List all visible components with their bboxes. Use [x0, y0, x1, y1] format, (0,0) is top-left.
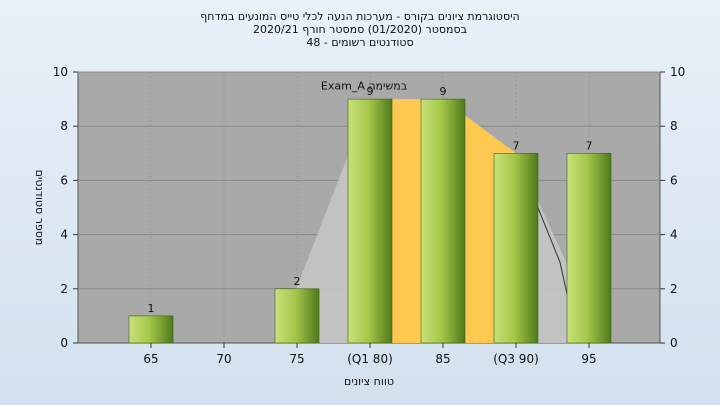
chart-title-line-2: בסמסטר (01/2020) סמסטר חורף 2020/21	[253, 23, 467, 36]
bar-65	[128, 315, 174, 344]
y-tick-label: 2	[670, 282, 678, 296]
bars	[128, 98, 612, 344]
bar-85	[420, 98, 466, 344]
y-tick-label: 10	[670, 65, 685, 79]
chart-title: היסטוגרמת ציונים בקורס - מערכות הנעה לכל…	[0, 10, 720, 49]
exam-annotation: Exam_A במשימה	[321, 80, 407, 93]
y-tick-label: 4	[670, 228, 678, 242]
y-tick-label: 4	[60, 228, 68, 242]
data-label: 9	[367, 85, 374, 98]
x-tick-label: (Q3 90)	[493, 352, 539, 366]
y-tick-label: 8	[670, 119, 678, 133]
y-tick-label: 8	[60, 119, 68, 133]
data-label: 2	[294, 275, 301, 288]
data-label: 7	[513, 139, 520, 152]
data-label: 9	[440, 85, 447, 98]
y-tick-label: 2	[60, 282, 68, 296]
x-tick-label: 70	[216, 352, 231, 366]
data-label: 7	[586, 139, 593, 152]
x-tick-label: 75	[289, 352, 304, 366]
bar-75	[274, 288, 320, 344]
y-tick-label: 0	[60, 336, 68, 350]
data-labels: 1 2 9 9 7 7	[148, 85, 593, 315]
y-tick-label: 6	[60, 173, 68, 187]
bar-Q390	[493, 153, 539, 344]
y-axis-title: מספר סטודנטים	[33, 170, 46, 246]
chart-title-line-1: היסטוגרמת ציונים בקורס - מערכות הנעה לכל…	[200, 10, 520, 23]
y-tick-label: 10	[53, 65, 68, 79]
y-tick-label: 6	[670, 173, 678, 187]
x-tick-label: 95	[581, 352, 596, 366]
chart-title-line-3: סטודנטים רשומים - 48	[306, 36, 414, 49]
y-tick-label: 0	[670, 336, 678, 350]
x-axis: 65 70 75 (Q1 80) 85 (Q3 90) 95	[143, 343, 597, 366]
bar-Q180	[347, 98, 393, 344]
x-tick-label: 65	[143, 352, 158, 366]
x-tick-label: 85	[435, 352, 450, 366]
bar-95	[566, 153, 612, 344]
data-label: 1	[148, 302, 155, 315]
x-tick-label: (Q1 80)	[347, 352, 393, 366]
y-axis-left: 0 2 4 6 8 10	[53, 65, 78, 350]
y-axis-right: 0 2 4 6 8 10	[660, 65, 685, 350]
x-axis-title: טווח ציונים	[344, 375, 394, 388]
